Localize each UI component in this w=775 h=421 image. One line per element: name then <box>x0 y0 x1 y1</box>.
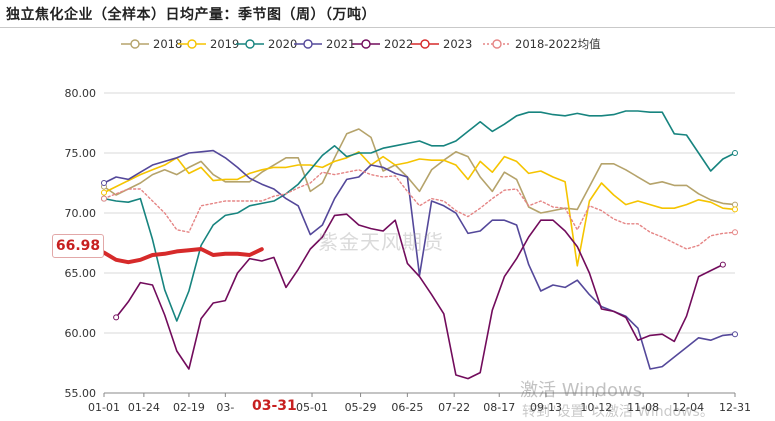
x-tick-label: 02-19 <box>173 401 205 414</box>
x-tick-label: 05-29 <box>345 401 377 414</box>
y-tick-label: 80.00 <box>65 87 97 100</box>
x-tick-label: 05-01 <box>296 401 328 414</box>
y-tick-label: 65.00 <box>65 267 97 280</box>
x-tick-label: 11-08 <box>627 401 659 414</box>
highlight-date-label: 03-31 <box>252 398 297 414</box>
series-endpoint-2018-2022均值 <box>732 229 738 236</box>
legend-marker <box>245 39 255 49</box>
x-tick-label: 12-31 <box>719 401 751 414</box>
series-line-2020 <box>103 110 736 322</box>
y-tick-label: 70.00 <box>65 207 97 220</box>
legend-marker <box>492 39 502 49</box>
legend-label: 2018 <box>153 37 182 51</box>
x-tick-label: 03- <box>216 401 234 414</box>
x-axis: 01-01 01-24 02-19 03- 05-01 05-29 06-25 07-22 08… <box>88 392 751 414</box>
series-lines <box>101 110 738 380</box>
legend-label: 2019 <box>210 37 239 51</box>
series-endpoint-2020 <box>732 150 738 156</box>
watermark-text: 紫金天风期货 <box>318 230 444 254</box>
series-endpoint-2021 <box>732 331 738 338</box>
legend-marker <box>361 39 371 49</box>
series-endpoint-2019 <box>732 206 738 213</box>
windows-activation-watermark: 激活 Windows <box>520 380 643 401</box>
series-line-2022 <box>115 213 724 380</box>
x-tick-label: 10-12 <box>580 401 612 414</box>
series-endpoint-2018 <box>732 201 738 208</box>
legend-marker <box>130 39 140 49</box>
series-endpoint-2019 <box>101 189 107 196</box>
x-tick-label: 12-04 <box>672 401 704 414</box>
x-tick-label: 08-17 <box>483 401 515 414</box>
x-tick-label: 09-13 <box>530 401 562 414</box>
series-endpoint-2018-2022均值 <box>101 195 107 202</box>
series-line-2019 <box>103 151 736 267</box>
y-tick-label: 55.00 <box>65 387 97 400</box>
legend-label: 2020 <box>268 37 297 51</box>
chart-title: 独立焦化企业（全样本）日均产量：季节图（周）（万吨） <box>6 7 376 23</box>
series-endpoint-2022 <box>719 261 726 268</box>
legend-label: 2023 <box>443 37 472 51</box>
series-line-2018 <box>103 128 736 214</box>
legend-marker <box>187 39 197 49</box>
series-line-2021 <box>103 149 736 370</box>
x-tick-label: 01-01 <box>88 401 120 414</box>
y-tick-label: 75.00 <box>65 147 97 160</box>
y-tick-label: 60.00 <box>65 327 97 340</box>
last-value-label: 66.98 <box>52 234 104 258</box>
series-endpoint-2022 <box>113 314 120 321</box>
x-tick-label: 06-25 <box>391 401 423 414</box>
y-axis: 55.00 60.00 65.00 70.00 75.00 80.00 <box>65 87 97 400</box>
series-line-2023 <box>102 247 264 265</box>
title-divider <box>0 27 775 28</box>
windows-activation-hint: 转到"设置"以激活 Windows。 <box>522 404 714 420</box>
legend-label: 2022 <box>384 37 413 51</box>
x-tick-label: 01-24 <box>128 401 160 414</box>
legend-marker <box>420 39 430 49</box>
legend-label: 2018-2022均值 <box>515 37 601 51</box>
series-endpoint-2021 <box>101 180 107 186</box>
x-tick-label: 07-22 <box>438 401 470 414</box>
series-line-2018-2022均值 <box>103 169 736 250</box>
legend-label: 2021 <box>326 37 355 51</box>
legend-marker <box>303 39 313 49</box>
legend: 2018 2019 2020 2021 2022 2023 2018-2022均值 <box>121 37 601 51</box>
